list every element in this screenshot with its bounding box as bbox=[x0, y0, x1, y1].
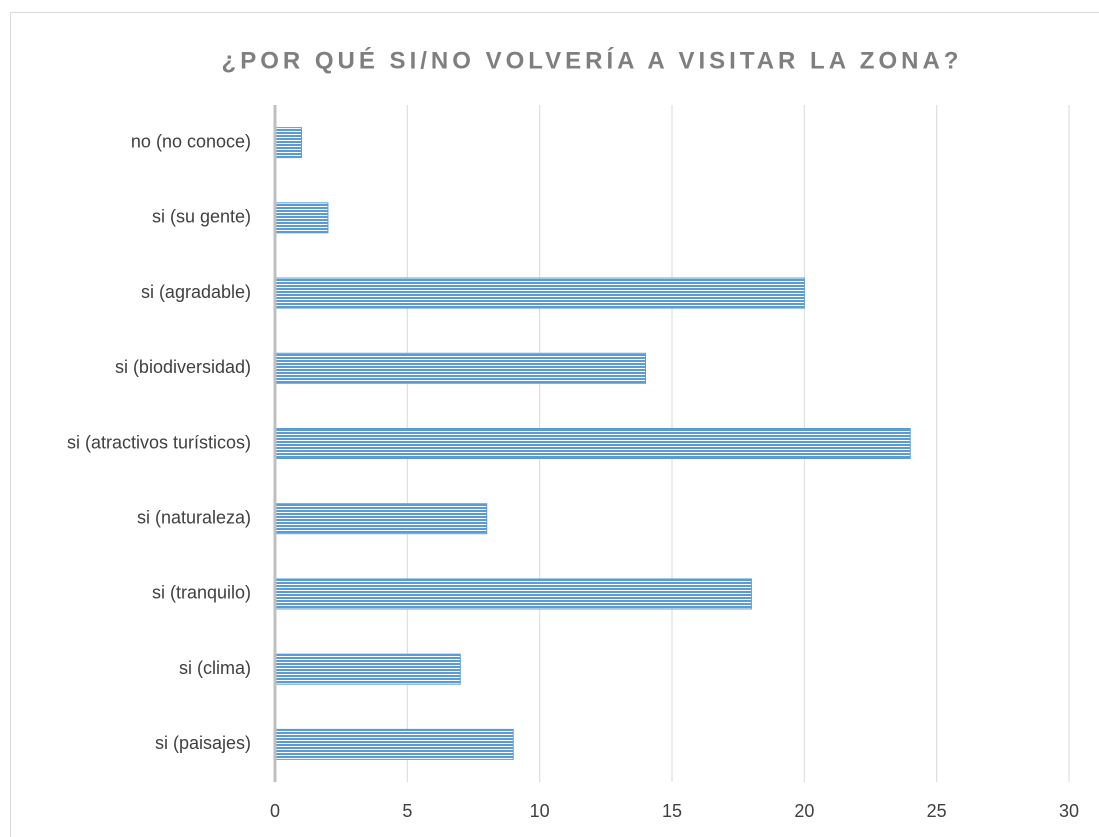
x-tick-label: 30 bbox=[1059, 801, 1079, 821]
bar bbox=[274, 127, 302, 159]
y-tick-label: si (su gente) bbox=[152, 207, 251, 227]
bar bbox=[274, 202, 329, 234]
x-tick-label: 25 bbox=[927, 801, 947, 821]
bar bbox=[274, 578, 752, 610]
y-tick-label: si (biodiversidad) bbox=[115, 357, 251, 377]
y-tick-label: si (clima) bbox=[179, 658, 251, 678]
bar bbox=[274, 653, 461, 685]
bar bbox=[274, 503, 488, 535]
y-tick-label: si (agradable) bbox=[141, 282, 251, 302]
chart-border bbox=[10, 12, 1099, 837]
x-tick-label: 15 bbox=[662, 801, 682, 821]
y-tick-label: si (tranquilo) bbox=[152, 583, 251, 603]
bar bbox=[274, 277, 805, 309]
chart-title: ¿POR QUÉ SI/NO VOLVERÍA A VISITAR LA ZON… bbox=[222, 46, 963, 74]
x-tick-label: 5 bbox=[402, 801, 412, 821]
x-tick-label: 10 bbox=[530, 801, 550, 821]
x-tick-label: 0 bbox=[270, 801, 280, 821]
bar bbox=[274, 352, 647, 384]
x-tick-label: 20 bbox=[794, 801, 814, 821]
y-tick-label: si (atractivos turísticos) bbox=[67, 432, 251, 452]
bar bbox=[274, 728, 514, 760]
bar bbox=[274, 428, 911, 459]
y-tick-label: si (paisajes) bbox=[155, 733, 251, 753]
y-tick-label: si (naturaleza) bbox=[137, 507, 251, 527]
y-tick-label: no (no conoce) bbox=[131, 131, 251, 151]
